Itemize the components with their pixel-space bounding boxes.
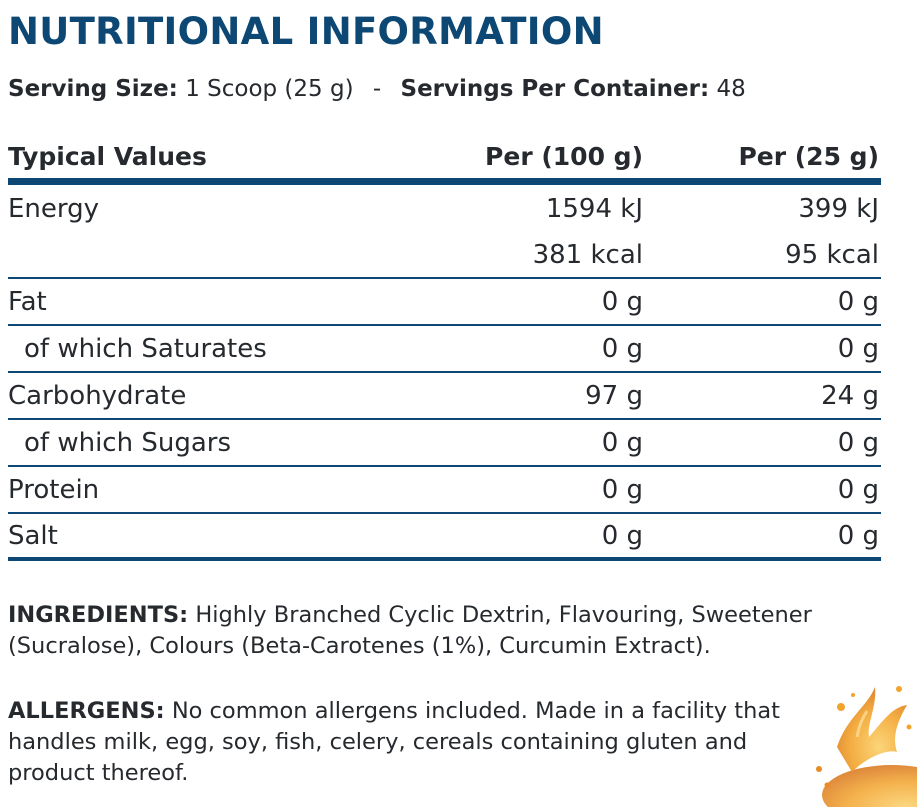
serving-separator: - xyxy=(372,76,382,102)
row-per-100g: 381 kcal xyxy=(532,239,643,270)
row-per-25g: 24 g xyxy=(821,380,879,411)
serving-size-value: 1 Scoop (25 g) xyxy=(185,76,354,102)
row-label: Fat xyxy=(8,286,47,317)
row-label: Salt xyxy=(8,520,58,551)
header-typical-values: Typical Values xyxy=(8,142,207,171)
header-per-100g: Per (100 g) xyxy=(485,142,643,171)
table-row-salt: Salt 0 g 0 g xyxy=(8,514,881,561)
row-per-25g: 0 g xyxy=(837,427,879,458)
allergens-label: ALLERGENS: xyxy=(8,698,165,724)
row-per-100g: 0 g xyxy=(601,474,643,505)
row-label: Energy xyxy=(8,193,100,224)
row-per-25g: 95 kcal xyxy=(785,239,879,270)
table-row-saturates: of which Saturates 0 g 0 g xyxy=(8,326,881,373)
row-per-25g: 0 g xyxy=(837,474,879,505)
table-row-energy-kcal: 381 kcal 95 kcal xyxy=(8,232,881,279)
header-per-25g: Per (25 g) xyxy=(738,142,879,171)
ingredients-paragraph: INGREDIENTS: Highly Branched Cyclic Dext… xyxy=(8,600,888,662)
row-per-100g: 97 g xyxy=(585,380,643,411)
nutrition-table: Typical Values Per (100 g) Per (25 g) En… xyxy=(8,136,881,561)
row-per-100g: 0 g xyxy=(601,427,643,458)
row-label: Carbohydrate xyxy=(8,380,187,411)
serving-info: Serving Size: 1 Scoop (25 g) - Servings … xyxy=(8,76,746,102)
table-row-sugars: of which Sugars 0 g 0 g xyxy=(8,420,881,467)
row-per-25g: 399 kJ xyxy=(798,193,879,224)
ingredients-label: INGREDIENTS: xyxy=(8,602,189,628)
serving-size-label: Serving Size: xyxy=(8,76,178,102)
table-row-protein: Protein 0 g 0 g xyxy=(8,467,881,514)
table-row-fat: Fat 0 g 0 g xyxy=(8,279,881,326)
row-per-100g: 0 g xyxy=(601,520,643,551)
row-label: of which Sugars xyxy=(24,427,231,458)
row-label: Protein xyxy=(8,474,100,505)
allergens-paragraph: ALLERGENS: No common allergens included.… xyxy=(8,696,808,789)
row-per-100g: 0 g xyxy=(601,286,643,317)
orange-splash-image xyxy=(816,686,917,807)
row-per-100g: 0 g xyxy=(601,333,643,364)
table-row-carbohydrate: Carbohydrate 97 g 24 g xyxy=(8,373,881,420)
page-title: NUTRITIONAL INFORMATION xyxy=(8,10,604,53)
row-per-25g: 0 g xyxy=(837,286,879,317)
table-header-row: Typical Values Per (100 g) Per (25 g) xyxy=(8,136,881,185)
row-per-100g: 1594 kJ xyxy=(545,193,643,224)
row-per-25g: 0 g xyxy=(837,333,879,364)
row-label: of which Saturates xyxy=(24,333,267,364)
servings-per-container-label: Servings Per Container: xyxy=(400,76,710,102)
row-per-25g: 0 g xyxy=(837,520,879,551)
servings-per-container-value: 48 xyxy=(716,76,746,102)
ingredients-text: Highly Branched Cyclic Dextrin, Flavouri… xyxy=(8,602,812,659)
allergens-text: No common allergens included. Made in a … xyxy=(8,698,780,786)
table-row-energy-kj: Energy 1594 kJ 399 kJ xyxy=(8,185,881,232)
